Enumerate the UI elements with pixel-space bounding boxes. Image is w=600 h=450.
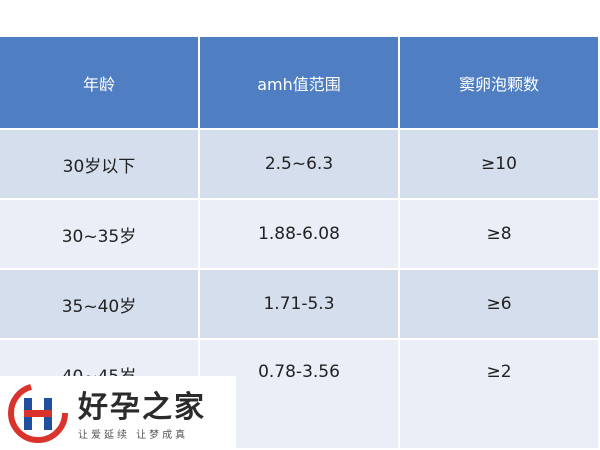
slogan: 让爱延续 让梦成真 — [78, 430, 189, 441]
watermark: 好孕之家 让爱延续 让梦成真 — [0, 376, 236, 450]
table-cell: ≥10 — [400, 130, 600, 200]
table-cell: 35~40岁 — [0, 270, 200, 340]
header-cell: 窦卵泡颗数 — [400, 37, 600, 130]
table-cell: 30~35岁 — [0, 200, 200, 270]
table-cell: ≥8 — [400, 200, 600, 270]
brand-name: 好孕之家 — [78, 390, 206, 425]
table-cell: ≥2 — [400, 340, 600, 450]
table-cell: 1.88-6.08 — [200, 200, 400, 270]
header-cell: 年龄 — [0, 37, 200, 130]
header-cell: amh值范围 — [200, 37, 400, 130]
table-cell: 2.5~6.3 — [200, 130, 400, 200]
logo — [8, 383, 68, 443]
table-cell: 30岁以下 — [0, 130, 200, 200]
table-cell: 1.71-5.3 — [200, 270, 400, 340]
table-cell: ≥6 — [400, 270, 600, 340]
